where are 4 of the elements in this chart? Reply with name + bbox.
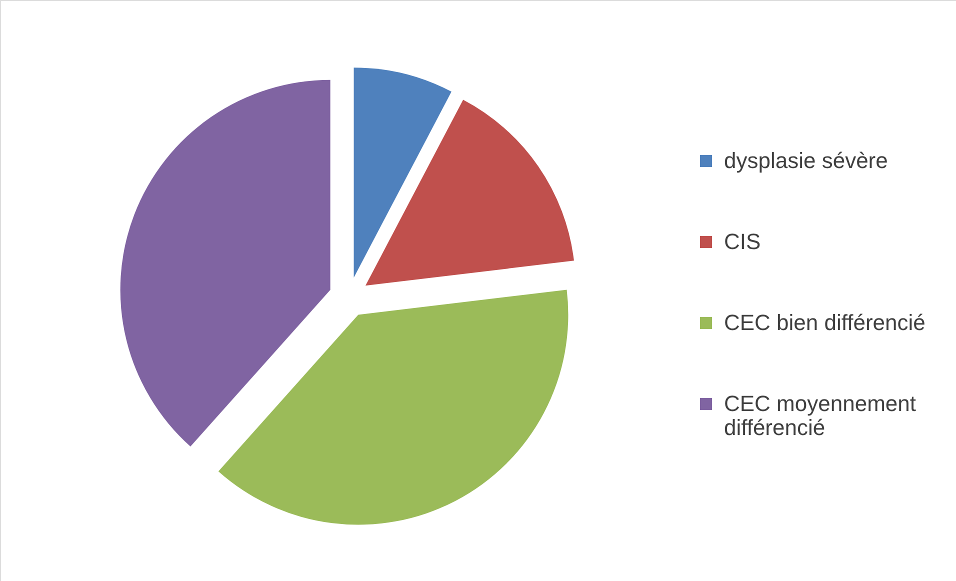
legend-label: CIS [724, 229, 761, 254]
legend-label: dysplasie sévère [724, 148, 888, 173]
legend-label: CEC bien différencié [724, 310, 926, 335]
legend-label: CEC moyennement différencié [724, 391, 916, 440]
